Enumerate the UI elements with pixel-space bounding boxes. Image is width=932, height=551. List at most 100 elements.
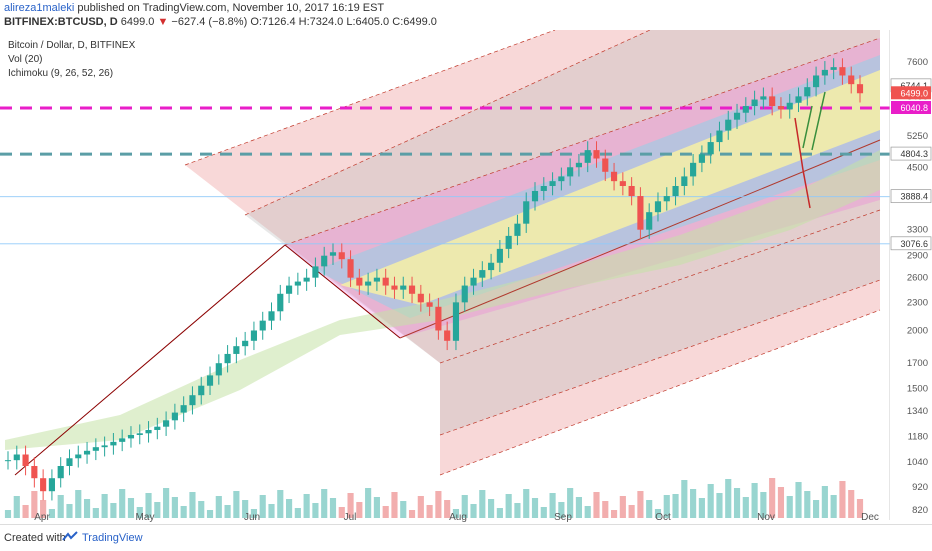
channel-line [439, 279, 881, 436]
candle [496, 248, 503, 263]
candle [242, 340, 249, 347]
author-link[interactable]: alireza1maleki [4, 2, 75, 14]
candle [391, 285, 398, 290]
candle [75, 454, 82, 459]
candle [83, 450, 91, 455]
candle [777, 106, 785, 110]
price-label-box [891, 86, 931, 100]
candle [48, 478, 55, 492]
candle [365, 281, 372, 286]
outer-lower-band [440, 210, 880, 475]
candle [285, 285, 293, 294]
volume-bar [821, 486, 828, 518]
candle [830, 67, 837, 70]
price-tick-label: 1180 [908, 432, 928, 443]
candle [505, 235, 512, 249]
volume-bar [66, 504, 73, 518]
volume-bar [628, 505, 635, 518]
candle [848, 75, 855, 85]
candle [795, 96, 802, 103]
candle [303, 277, 310, 282]
candle [356, 277, 363, 286]
volume-bar [698, 498, 705, 518]
price-axis[interactable]: 7600640052504500390033002900260023002000… [890, 30, 932, 524]
grey-lower-band [440, 200, 880, 435]
volume-bar [567, 488, 574, 518]
candle [646, 212, 653, 230]
price-tick-label: 7600 [907, 57, 928, 68]
candle [206, 375, 214, 386]
volume-bar [584, 506, 591, 518]
candle [250, 330, 258, 341]
time-tick-label: Nov [757, 512, 775, 523]
candle [4, 460, 12, 462]
publish-line: alireza1maleki published on TradingView.… [4, 2, 384, 14]
volume-bar [277, 490, 284, 518]
volume-bar [435, 491, 442, 518]
volume-bar [558, 502, 565, 518]
price-tick-label: 2900 [907, 251, 928, 262]
volume-bar [101, 494, 108, 518]
candle [189, 395, 196, 406]
candle [373, 277, 380, 282]
volume-bar [373, 497, 380, 518]
candle [417, 293, 424, 303]
price-tick-label: 1040 [907, 457, 928, 468]
volume-bar [751, 483, 758, 518]
volume-bar [488, 499, 495, 518]
time-tick-label: Aug [449, 512, 467, 523]
candle [444, 330, 451, 341]
channel-line [439, 209, 881, 364]
candle [382, 277, 389, 286]
candle [347, 259, 354, 278]
chart-header: alireza1maleki published on TradingView.… [0, 0, 932, 30]
volume-bar [549, 493, 556, 518]
volume-bar [189, 492, 196, 518]
price-chart[interactable]: Bitcoin / Dollar, D, BITFINEX Vol (20) I… [0, 30, 932, 524]
volume-bar [830, 495, 837, 518]
tradingview-brand[interactable]: TradingView [82, 532, 143, 544]
volume-bar [75, 490, 82, 518]
volume-bar [637, 491, 644, 518]
candle [514, 223, 521, 236]
volume-bar [48, 509, 55, 518]
candle [22, 454, 29, 467]
volume-bar [786, 496, 793, 518]
candle [575, 162, 583, 168]
median-start-line [14, 244, 286, 476]
volume-bar [92, 508, 99, 518]
time-axis[interactable]: Apr May Jun Jul Aug Sep Oct Nov Dec [34, 512, 879, 523]
volume-bar [13, 496, 20, 518]
price-tick-label: 2600 [907, 273, 928, 284]
candle [180, 405, 187, 413]
candle [57, 466, 64, 479]
volume-bar [523, 489, 530, 518]
volume-bar [22, 505, 29, 518]
legend-vol: Vol (20) [8, 54, 42, 65]
price-tick-label: 2000 [907, 325, 928, 336]
price-tick-label: 920 [912, 482, 928, 493]
volume-bar [57, 495, 64, 518]
time-tick-label: Sep [554, 512, 572, 523]
candle [751, 99, 758, 107]
volume-bar [479, 490, 486, 518]
volume-bar [136, 507, 143, 518]
candle [531, 190, 539, 202]
volume-bar [725, 479, 732, 518]
volume-bar [514, 503, 521, 518]
volume-bar [285, 499, 293, 518]
volume-bar [593, 492, 600, 518]
volume-bar [672, 494, 679, 518]
price-label: 4804.3 [900, 149, 928, 159]
candle [154, 426, 161, 430]
volume-bar [400, 501, 407, 518]
volume-bar [540, 507, 547, 518]
candle [110, 441, 117, 446]
candle [619, 181, 626, 186]
candle [119, 438, 126, 442]
candle [277, 293, 284, 312]
volume-bar [813, 500, 820, 518]
candle [488, 262, 495, 271]
candle [171, 412, 178, 421]
volume-bar [356, 502, 363, 518]
